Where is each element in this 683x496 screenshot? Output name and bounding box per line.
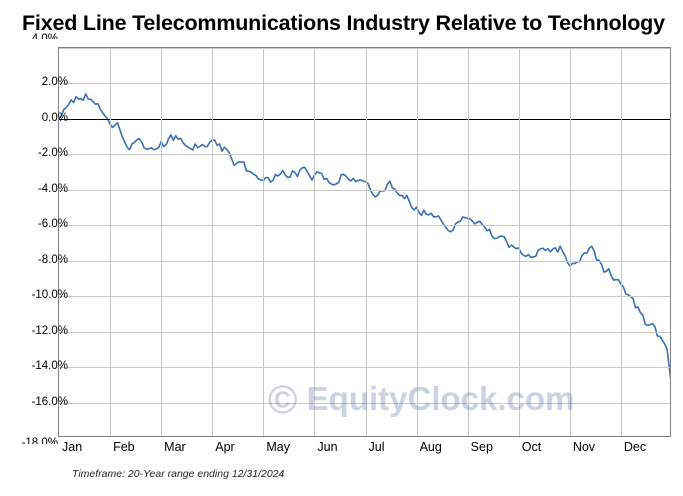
gridline-vertical [468,48,469,436]
chart-title: Fixed Line Telecommunications Industry R… [22,11,665,35]
x-axis-tick-label: Jan [62,440,83,454]
x-axis-tick-label: Dec [623,440,647,454]
gridline-vertical [570,48,571,436]
y-axis-tick-label: -10.0% [31,289,68,302]
gridline-horizontal [59,83,670,84]
x-axis-tick-label: Jul [368,440,385,454]
gridline-vertical [417,48,418,436]
gridline-horizontal [59,48,670,49]
gridline-vertical [621,48,622,436]
x-axis-tick-label: Feb [113,440,135,454]
gridline-horizontal [59,403,670,404]
gridline-vertical [366,48,367,436]
gridline-horizontal [59,296,670,297]
chart-footnote: Timeframe: 20-Year range ending 12/31/20… [72,468,285,480]
y-axis-label-bottom-clipped: -18.0% [21,437,58,444]
gridline-vertical [161,48,162,436]
y-axis-tick-label: -14.0% [31,360,68,373]
gridline-vertical [314,48,315,436]
x-axis-tick-label: Jun [317,440,338,454]
gridline-horizontal [59,154,670,155]
x-axis-tick-label: Apr [215,440,235,454]
y-axis-tick-label: -16.0% [31,395,68,408]
gridline-horizontal [59,367,670,368]
y-axis-tick-label: -4.0% [37,182,68,195]
y-axis-tick-label: 2.0% [41,76,68,89]
gridline-vertical [263,48,264,436]
x-axis-tick-label: Mar [164,440,186,454]
y-axis-tick-label: -12.0% [31,324,68,337]
x-axis-tick-label: May [266,440,290,454]
y-axis-tick-label: -6.0% [37,218,68,231]
y-axis-label-top-clipped: 4.0% [31,33,58,39]
y-axis-tick-label: -8.0% [37,253,68,266]
gridline-vertical [212,48,213,436]
gridline-vertical [519,48,520,436]
gridline-vertical [110,48,111,436]
x-axis-tick-label: Aug [419,440,442,454]
x-axis-tick-label: Oct [521,440,542,454]
gridline-horizontal [59,119,670,120]
y-axis-tick-label: -2.0% [37,147,68,160]
gridline-horizontal [59,261,670,262]
gridline-horizontal [59,332,670,333]
series-line-fixed-line-telecom [59,93,670,380]
x-axis-tick-label: Nov [572,440,596,454]
x-axis-tick-label: Sep [470,440,493,454]
gridline-horizontal [59,225,670,226]
gridline-horizontal [59,190,670,191]
y-axis-tick-label: 0.0% [41,111,68,124]
plot-area [58,47,671,437]
